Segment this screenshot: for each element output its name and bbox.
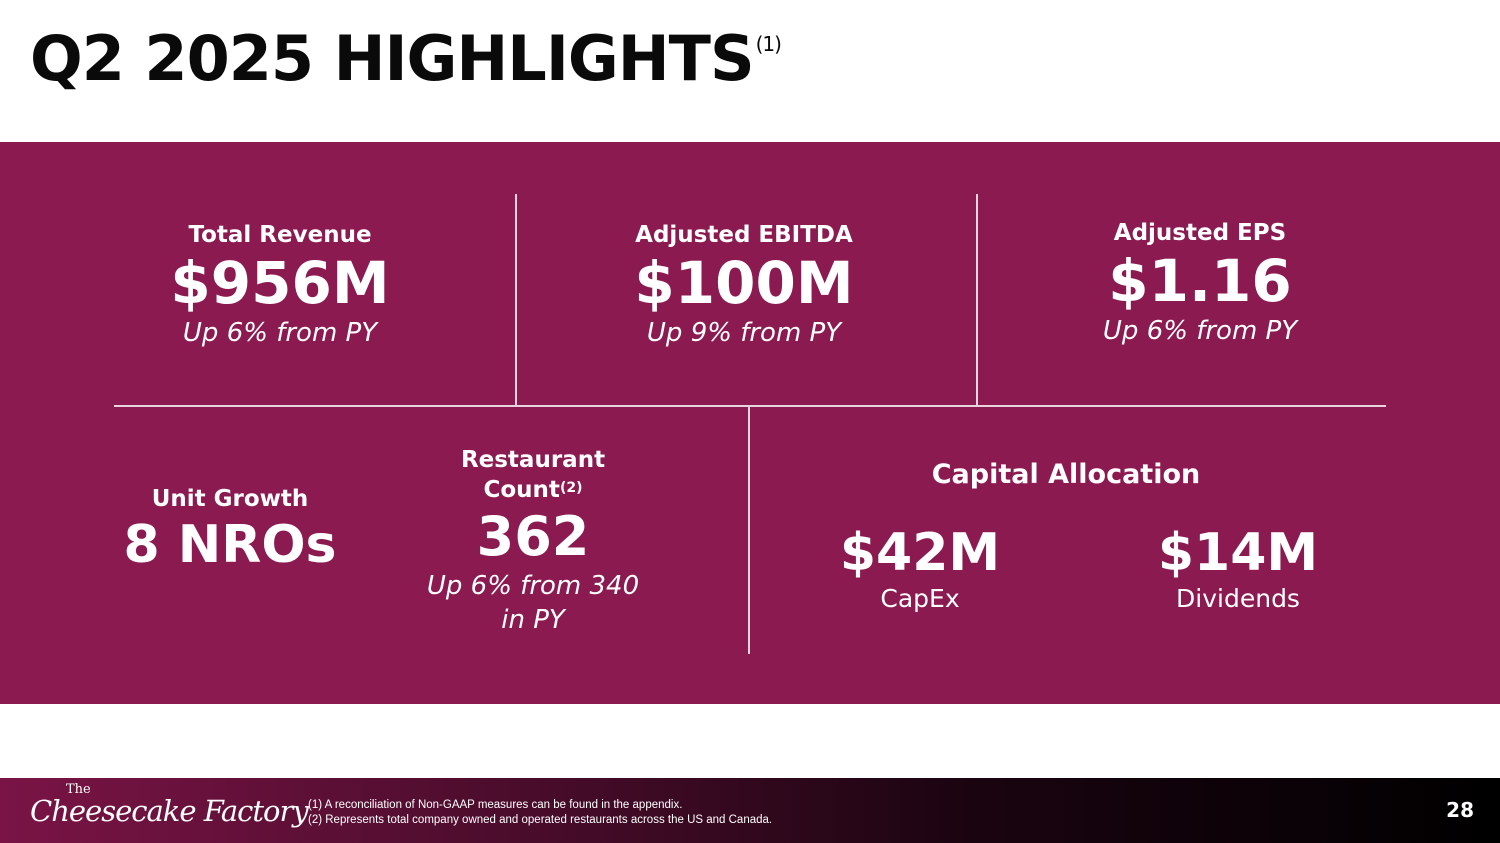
logo-text: Cheesecake Factory	[30, 794, 309, 828]
divider-bottom	[748, 407, 750, 654]
page-number: 28	[1446, 798, 1474, 822]
dividends-value: $14M	[1157, 523, 1319, 583]
logo-small-text: The	[66, 782, 91, 797]
dividends-caption: Dividends	[1176, 584, 1300, 613]
total-revenue-value: $956M	[170, 249, 390, 317]
adjusted-ebitda-change: Up 9% from PY	[646, 318, 842, 348]
adjusted-eps-change: Up 6% from PY	[1102, 316, 1298, 346]
restaurant-count-footnote-ref: (2)	[559, 480, 583, 496]
divider-top-1	[515, 194, 517, 406]
restaurant-count-change-line1: Up 6% from 340	[426, 571, 640, 601]
capex-caption: CapEx	[880, 584, 960, 613]
capex-value: $42M	[839, 523, 1001, 583]
metric-capex: $42M CapEx	[790, 522, 1050, 614]
metric-adjusted-ebitda: Adjusted EBITDA $100M Up 9% from PY	[574, 220, 914, 350]
unit-growth-value: 8 NROs	[123, 515, 337, 575]
metric-dividends: $14M Dividends	[1108, 522, 1368, 614]
adjusted-eps-label: Adjusted EPS	[1113, 220, 1287, 246]
total-revenue-label: Total Revenue	[188, 222, 372, 248]
adjusted-ebitda-label: Adjusted EBITDA	[635, 222, 853, 248]
title-footnote-ref: (1)	[755, 32, 782, 56]
footnote-1: (1) A reconciliation of Non-GAAP measure…	[308, 799, 683, 811]
restaurant-count-label-text: Count	[483, 477, 560, 503]
total-revenue-change: Up 6% from PY	[182, 318, 378, 348]
capital-allocation-label: Capital Allocation	[931, 459, 1201, 490]
capital-allocation-heading: Capital Allocation	[866, 457, 1266, 493]
metric-restaurant-count: Restaurant Count(2) 362 Up 6% from 340 i…	[388, 445, 678, 637]
highlights-panel: Total Revenue $956M Up 6% from PY Adjust…	[0, 142, 1500, 704]
adjusted-eps-value: $1.16	[1108, 247, 1292, 315]
adjusted-ebitda-value: $100M	[634, 249, 854, 317]
divider-top-2	[976, 194, 978, 406]
metric-unit-growth: Unit Growth 8 NROs	[90, 484, 370, 576]
restaurant-count-label-line2: Count(2)	[388, 475, 678, 505]
page-title-text: Q2 2025 HIGHLIGHTS	[30, 22, 755, 95]
footnote-2: (2) Represents total company owned and o…	[308, 814, 773, 826]
metric-adjusted-eps: Adjusted EPS $1.16 Up 6% from PY	[1030, 218, 1370, 348]
footer-bar: The Cheesecake Factory (1) A reconciliat…	[0, 778, 1500, 843]
restaurant-count-value: 362	[476, 505, 590, 568]
divider-horizontal	[114, 405, 1386, 407]
page-title: Q2 2025 HIGHLIGHTS (1)	[30, 22, 782, 96]
company-logo: The Cheesecake Factory	[30, 782, 309, 828]
footnotes: (1) A reconciliation of Non-GAAP measure…	[308, 798, 772, 828]
restaurant-count-label-line1: Restaurant	[460, 447, 606, 473]
unit-growth-label: Unit Growth	[151, 486, 309, 512]
restaurant-count-change-line2: in PY	[501, 605, 565, 635]
metric-total-revenue: Total Revenue $956M Up 6% from PY	[110, 220, 450, 350]
